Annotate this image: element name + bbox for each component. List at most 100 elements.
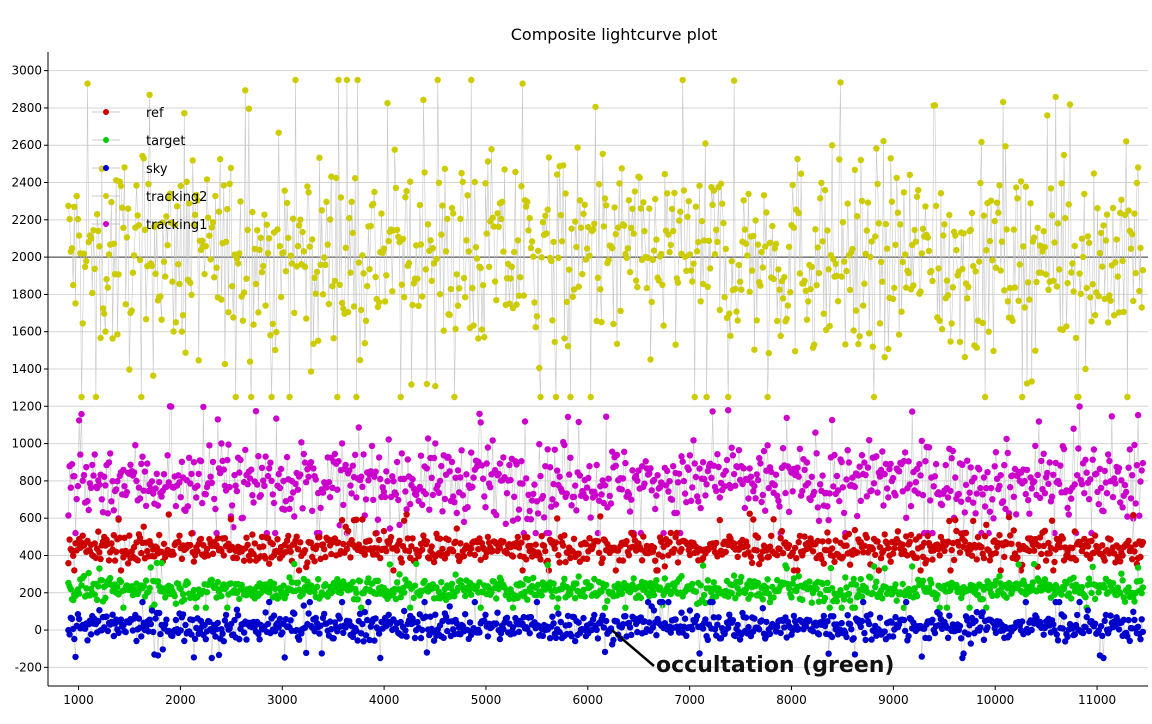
point-tracking2 xyxy=(532,324,539,331)
point-tracking1 xyxy=(1136,512,1143,519)
point-tracking1 xyxy=(568,502,575,509)
point-tracking1 xyxy=(165,479,172,486)
point-target xyxy=(678,573,685,580)
point-ref xyxy=(713,539,720,547)
point-ref xyxy=(650,544,658,551)
point-tracking1 xyxy=(67,484,75,491)
point-tracking1 xyxy=(776,503,783,510)
point-tracking1 xyxy=(750,488,757,495)
point-sky xyxy=(275,624,282,631)
point-ref xyxy=(950,556,958,564)
point-target xyxy=(349,578,356,586)
point-sky xyxy=(681,615,689,622)
point-tracking1 xyxy=(647,465,654,472)
point-target xyxy=(524,596,531,603)
point-ref xyxy=(285,532,292,540)
point-tracking2 xyxy=(352,175,359,182)
point-sky xyxy=(820,612,827,620)
point-sky xyxy=(234,612,242,619)
point-tracking1 xyxy=(606,492,613,500)
point-tracking2 xyxy=(1102,237,1110,244)
point-tracking1 xyxy=(121,483,128,490)
point-tracking2 xyxy=(659,281,666,289)
point-tracking2 xyxy=(408,381,415,388)
point-tracking1 xyxy=(996,482,1003,490)
point-tracking1 xyxy=(1074,472,1081,479)
point-target xyxy=(1082,594,1089,601)
point-tracking1 xyxy=(906,481,913,488)
point-tracking1 xyxy=(156,478,163,486)
point-ref xyxy=(595,549,603,556)
point-tracking2 xyxy=(1030,234,1038,241)
point-tracking2 xyxy=(78,393,85,401)
point-tracking1 xyxy=(959,461,966,468)
point-tracking1 xyxy=(1096,465,1104,473)
point-tracking1 xyxy=(72,529,79,537)
point-target xyxy=(509,604,517,611)
point-tracking1 xyxy=(368,442,376,450)
point-sky xyxy=(828,633,836,641)
point-tracking2 xyxy=(1077,290,1085,298)
point-tracking1 xyxy=(1112,480,1119,487)
point-ref xyxy=(673,529,680,537)
point-tracking2 xyxy=(609,244,616,252)
point-tracking1 xyxy=(728,444,735,451)
point-tracking1 xyxy=(533,498,541,505)
point-tracking2 xyxy=(1052,93,1059,101)
point-tracking2 xyxy=(255,309,262,316)
point-ref xyxy=(1059,535,1067,542)
point-tracking2 xyxy=(295,222,303,229)
point-ref xyxy=(795,539,802,546)
point-ref xyxy=(970,517,977,525)
point-target xyxy=(1118,570,1125,577)
point-sky xyxy=(316,630,323,637)
point-tracking2 xyxy=(781,273,788,281)
point-tracking1 xyxy=(880,502,887,509)
point-ref xyxy=(1038,550,1045,558)
point-sky xyxy=(365,598,372,606)
point-ref xyxy=(953,527,960,535)
point-ref xyxy=(79,532,86,539)
point-sky xyxy=(466,619,474,626)
point-tracking1 xyxy=(515,506,523,513)
point-tracking2 xyxy=(226,180,233,188)
point-tracking2 xyxy=(1105,319,1112,326)
point-tracking1 xyxy=(722,467,729,475)
point-tracking1 xyxy=(380,488,388,495)
point-tracking2 xyxy=(163,213,170,220)
point-tracking1 xyxy=(416,483,423,491)
point-target xyxy=(843,584,850,591)
point-sky xyxy=(944,634,952,641)
point-tracking1 xyxy=(775,497,782,504)
point-target xyxy=(493,595,500,602)
point-tracking1 xyxy=(413,491,420,499)
point-tracking2 xyxy=(71,203,78,210)
point-tracking2 xyxy=(358,306,365,314)
point-tracking1 xyxy=(545,529,553,537)
point-ref xyxy=(567,554,574,562)
point-sky xyxy=(398,632,405,639)
point-tracking1 xyxy=(263,529,270,537)
point-target xyxy=(193,604,200,611)
point-sky xyxy=(240,629,248,636)
point-tracking1 xyxy=(819,472,826,479)
point-sky xyxy=(889,633,897,640)
point-ref xyxy=(460,552,468,560)
point-tracking2 xyxy=(177,182,184,190)
point-tracking1 xyxy=(762,507,769,514)
point-target xyxy=(172,600,180,607)
point-ref xyxy=(1119,552,1126,559)
point-tracking2 xyxy=(103,276,110,283)
point-tracking2 xyxy=(842,341,849,348)
point-ref xyxy=(946,517,953,525)
point-tracking2 xyxy=(938,325,946,333)
point-sky xyxy=(790,612,798,620)
point-tracking1 xyxy=(864,464,872,471)
x-tick-label: 2000 xyxy=(165,693,196,707)
point-tracking2 xyxy=(340,305,347,312)
point-target xyxy=(708,589,715,596)
point-tracking1 xyxy=(352,451,359,458)
point-tracking2 xyxy=(405,259,413,267)
point-tracking1 xyxy=(999,498,1007,505)
point-tracking2 xyxy=(356,356,364,364)
